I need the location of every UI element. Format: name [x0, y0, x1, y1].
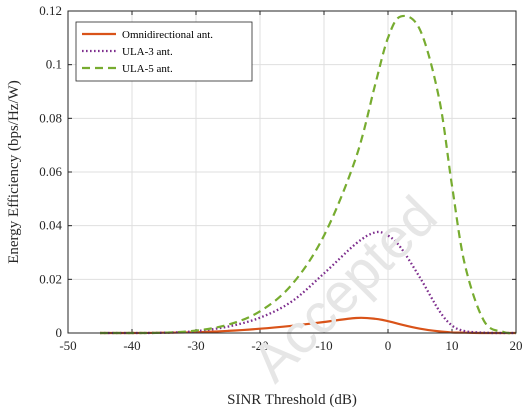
y-tick-label: 0 [56, 325, 63, 340]
legend-box [75, 21, 253, 82]
x-tick-label: -40 [123, 338, 140, 353]
x-tick-label: -20 [251, 338, 268, 353]
plot-frame [67, 10, 517, 334]
y-tick-label: 0.02 [39, 271, 62, 286]
y-tick-label: 0.08 [39, 110, 62, 125]
ticks: -50 -40 -30 -20 -10 0 10 20 0 0.02 0.04 0.06 0.08 0.1… [39, 3, 522, 353]
x-axis-label: SINR Threshold (dB) [227, 392, 357, 408]
x-tick-label: -30 [187, 338, 204, 353]
x-tick-label: -50 [59, 338, 76, 353]
legend: Omnidirectional ant. ULA-3 ant. ULA-5 ant. [75, 21, 253, 82]
series-line-3 [99, 14, 517, 335]
legend-label-2: ULA-3 ant. [122, 46, 173, 58]
legend-label-3: ULA-5 ant. [122, 63, 173, 75]
y-tick-label: 0.1 [46, 57, 62, 72]
x-tick-label: 0 [385, 338, 392, 353]
y-tick-label: 0.06 [39, 164, 62, 179]
grid [68, 11, 516, 333]
legend-label-1: Omnidirectional ant. [122, 29, 213, 41]
y-tick-label: 0.04 [39, 218, 62, 233]
x-tick-label: -10 [315, 338, 332, 353]
y-axis-label: Energy Efficiency (bps/Hz/W) [6, 80, 22, 264]
x-tick-label: 10 [446, 338, 459, 353]
x-tick-label: 20 [510, 338, 523, 353]
y-tick-label: 0.12 [39, 3, 62, 18]
